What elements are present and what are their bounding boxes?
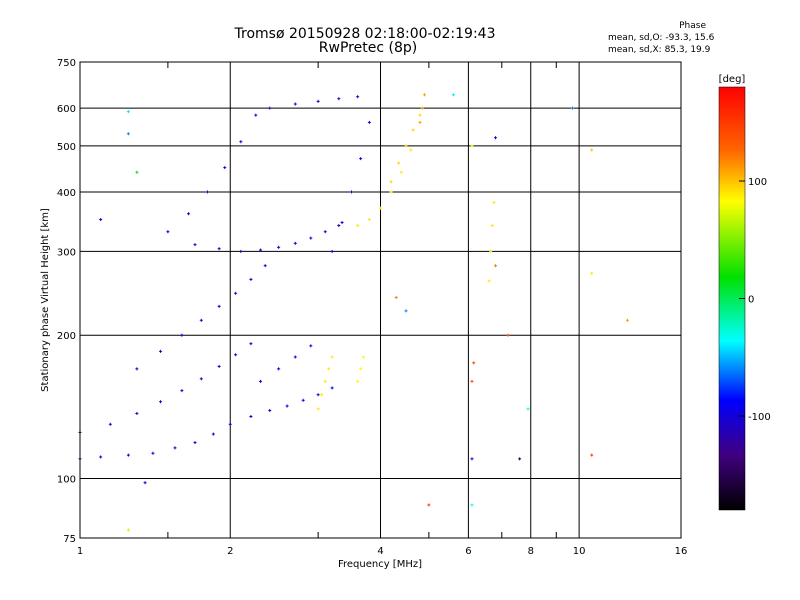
colorbar-label: [deg] — [719, 74, 746, 85]
plot-frame — [79, 61, 682, 539]
x-tick-label: 2 — [227, 546, 233, 557]
y-tick-label: 500 — [57, 142, 76, 153]
x-axis-label: Frequency [MHz] — [338, 559, 422, 570]
colorbar-tick-labels: 100 0 -100 — [739, 177, 771, 423]
chart-subtitle: RwPretec (8p) — [318, 40, 418, 56]
y-tick-label: 600 — [57, 104, 76, 115]
x-tick-label: 4 — [377, 546, 383, 557]
y-axis-label: Stationary phase Virtual Height [km] — [40, 208, 51, 392]
x-tick-labels: 1 2 4 6 8 10 16 — [77, 546, 688, 557]
y-tick-label: 400 — [57, 188, 76, 199]
phase-stats-x: mean, sd,X: 85.3, 19.9 — [608, 45, 711, 55]
y-tick-labels: 75 100 200 300 400 500 600 750 — [57, 58, 76, 545]
x-tick-label: 16 — [675, 546, 688, 557]
grid-lines — [80, 62, 681, 538]
phase-stats-o: mean, sd,O: -93.3, 15.6 — [608, 33, 715, 43]
colorbar-tick-label: -100 — [748, 412, 771, 423]
x-tick-label: 6 — [465, 546, 471, 557]
y-tick-label: 200 — [57, 331, 76, 342]
colorbar-tick-label: 100 — [748, 177, 767, 188]
y-tick-label: 100 — [57, 475, 76, 486]
phase-heading: Phase — [679, 21, 706, 31]
chart-title: Tromsø 20150928 02:18:00-02:19:43 — [234, 26, 496, 42]
data-points — [78, 93, 629, 532]
x-tick-label: 8 — [528, 546, 534, 557]
x-tick-label: 10 — [573, 546, 586, 557]
colorbar-tick-label: 0 — [748, 295, 754, 306]
y-tick-label: 750 — [57, 58, 76, 69]
y-tick-label: 300 — [57, 247, 76, 258]
y-tick-label: 75 — [63, 534, 76, 545]
axis-ticks — [167, 62, 557, 538]
x-tick-label: 1 — [77, 546, 83, 557]
